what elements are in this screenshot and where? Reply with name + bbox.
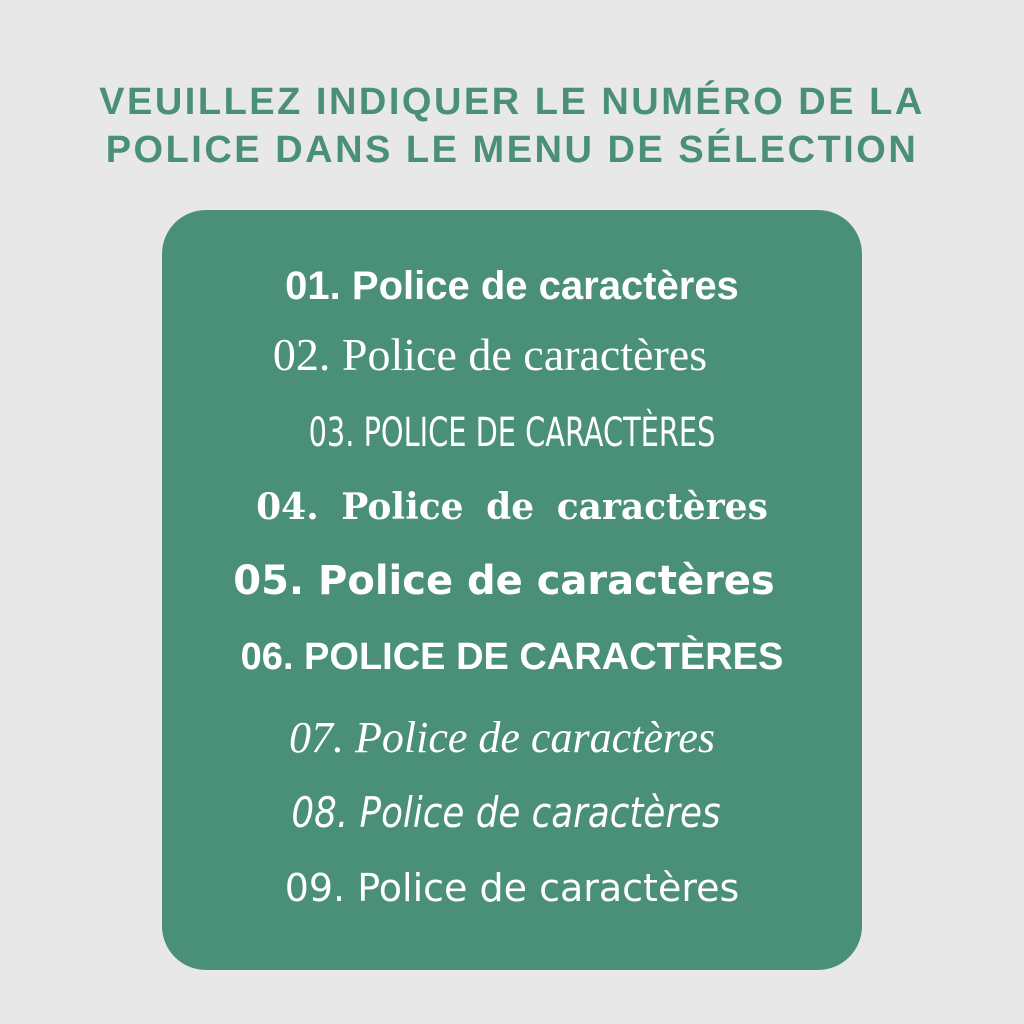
font-option-05: 05. Police de caractères [233, 558, 775, 604]
font-option-02: 02. Police de caractères [272, 329, 708, 380]
title-line-2: POLICE DANS LE MENU DE SÉLECTION [105, 129, 919, 171]
font-option-06: 06. POLICE DE CARACTÈRES [240, 636, 784, 678]
font-option-07: 07. Police de caractères [289, 713, 715, 762]
title-line-1: VEUILLEZ INDIQUER LE NUMÉRO DE LA [99, 81, 925, 123]
instruction-title: VEUILLEZ INDIQUER LE NUMÉRO DE LA POLICE… [0, 78, 1024, 174]
font-option-01: 01. Police de caractères [285, 264, 739, 308]
font-option-04: 04. Police de caractères [256, 486, 768, 528]
font-option-08: 08. Police de caractères [291, 788, 721, 837]
font-list-panel [162, 210, 862, 970]
font-option-09: 09. Police de caractères [284, 866, 740, 910]
font-option-03: 03. POLICE DE CARACTÈRES [308, 410, 716, 456]
